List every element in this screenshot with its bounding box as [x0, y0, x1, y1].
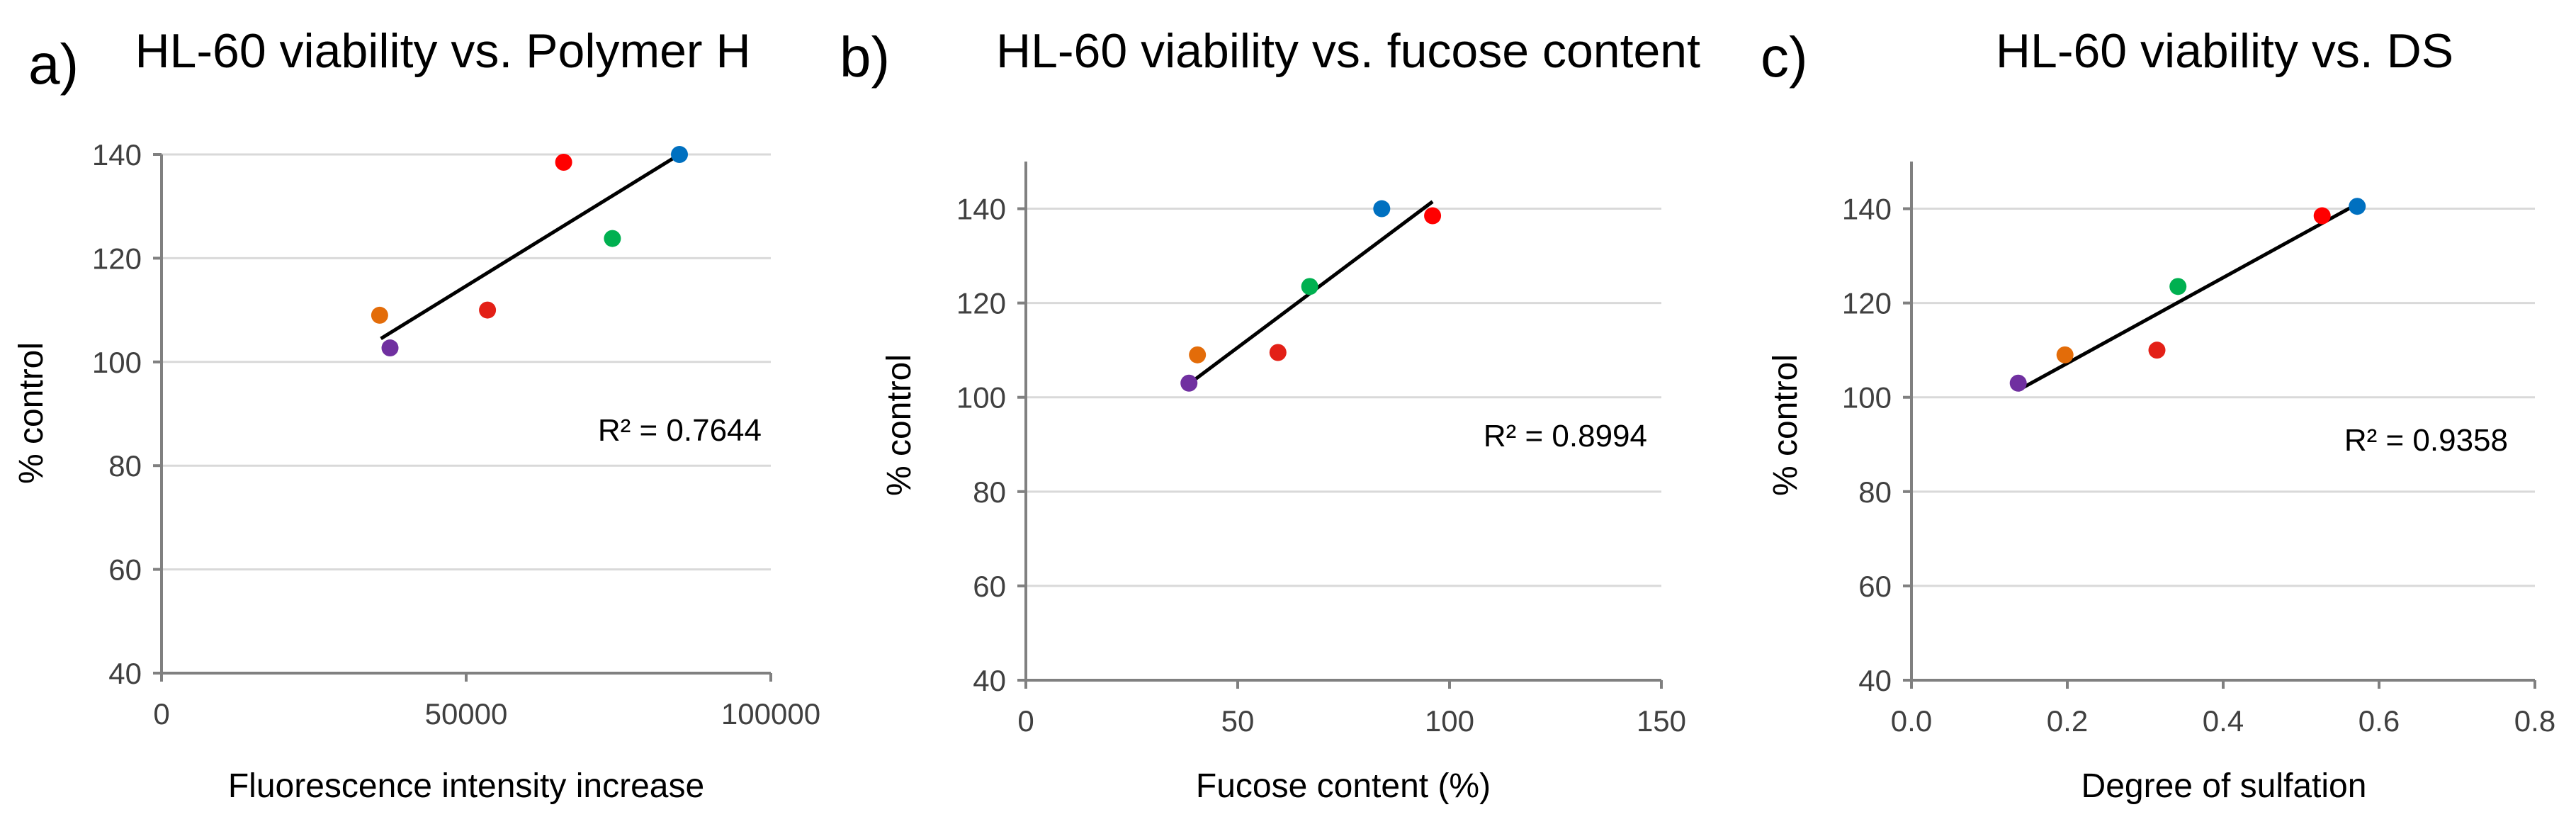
- y-tick-label: 140: [956, 193, 1006, 226]
- r-squared-label: R² = 0.9358: [2344, 423, 2508, 458]
- y-axis-label: % control: [13, 342, 50, 484]
- data-point: [1424, 207, 1442, 225]
- panel-1: a) HL-60 viability vs. Polymer H 40 60 80 100…: [13, 24, 820, 805]
- data-point: [604, 230, 621, 247]
- data-point: [1301, 278, 1318, 295]
- data-point: [2056, 346, 2074, 363]
- x-tick-label: 0: [1017, 704, 1034, 738]
- data-point: [381, 339, 399, 357]
- y-tick-label: 40: [1858, 664, 1892, 697]
- x-tick-label: 150: [1637, 704, 1686, 738]
- y-axis-label: % control: [1767, 354, 1804, 496]
- y-tick-label: 60: [108, 553, 142, 587]
- x-tick-label: 0.0: [1891, 704, 1932, 738]
- data-point: [2349, 198, 2366, 215]
- x-axis-label: Fluorescence intensity increase: [228, 767, 704, 805]
- y-tick-label: 100: [1842, 381, 1892, 414]
- data-point: [2148, 342, 2166, 359]
- chart-title: HL-60 viability vs. Polymer H: [135, 24, 750, 78]
- trendline: [2017, 202, 2358, 392]
- y-tick-label: 80: [108, 449, 142, 483]
- r-squared-label: R² = 0.7644: [598, 413, 762, 448]
- y-tick-label: 120: [1842, 287, 1892, 320]
- y-tick-label: 80: [973, 475, 1006, 509]
- data-point: [2009, 374, 2027, 392]
- y-tick-label: 40: [973, 664, 1006, 697]
- data-point: [371, 306, 388, 324]
- chart-title: HL-60 viability vs. DS: [1996, 24, 2453, 78]
- x-tick-label: 0.2: [2047, 704, 2088, 738]
- data-point: [1373, 200, 1391, 218]
- data-point: [479, 301, 497, 319]
- y-tick-label: 40: [108, 657, 142, 690]
- y-tick-label: 60: [1858, 570, 1892, 603]
- x-tick-label: 0.4: [2203, 704, 2244, 738]
- y-tick-label: 100: [92, 346, 142, 379]
- panel-3: c) HL-60 viability vs. DS 40 60 80 100 120 140 0…: [1761, 24, 2555, 805]
- x-tick-label: 50000: [425, 697, 508, 731]
- y-tick-label: 120: [956, 287, 1006, 320]
- panel-2: b) HL-60 viability vs. fucose content 40 60…: [840, 24, 1700, 805]
- data-point: [2313, 207, 2331, 225]
- x-tick-label: 0.8: [2514, 704, 2555, 738]
- panel-letter: b): [840, 26, 890, 89]
- y-tick-label: 140: [92, 138, 142, 171]
- y-tick-label: 140: [1842, 193, 1892, 226]
- chart-title: HL-60 viability vs. fucose content: [996, 24, 1700, 78]
- y-axis-label: % control: [881, 354, 918, 496]
- data-point: [555, 153, 572, 171]
- y-tick-label: 80: [1858, 475, 1892, 509]
- x-tick-label: 0.6: [2358, 704, 2400, 738]
- x-tick-label: 100000: [721, 697, 820, 731]
- x-tick-label: 50: [1221, 704, 1255, 738]
- data-point: [1180, 374, 1198, 392]
- x-tick-label: 100: [1425, 704, 1474, 738]
- data-point: [671, 146, 688, 163]
- x-axis-label: Degree of sulfation: [2081, 767, 2367, 805]
- y-tick-label: 100: [956, 381, 1006, 414]
- x-tick-label: 0: [153, 697, 169, 731]
- panel-letter: c): [1761, 26, 1808, 89]
- panel-letter: a): [28, 33, 79, 96]
- y-tick-label: 60: [973, 570, 1006, 603]
- y-tick-label: 120: [92, 242, 142, 275]
- r-squared-label: R² = 0.8994: [1484, 419, 1647, 453]
- data-point: [1189, 346, 1207, 363]
- data-point: [1269, 344, 1287, 361]
- trendline: [380, 152, 681, 340]
- data-point: [2169, 278, 2187, 295]
- x-axis-label: Fucose content (%): [1196, 767, 1491, 805]
